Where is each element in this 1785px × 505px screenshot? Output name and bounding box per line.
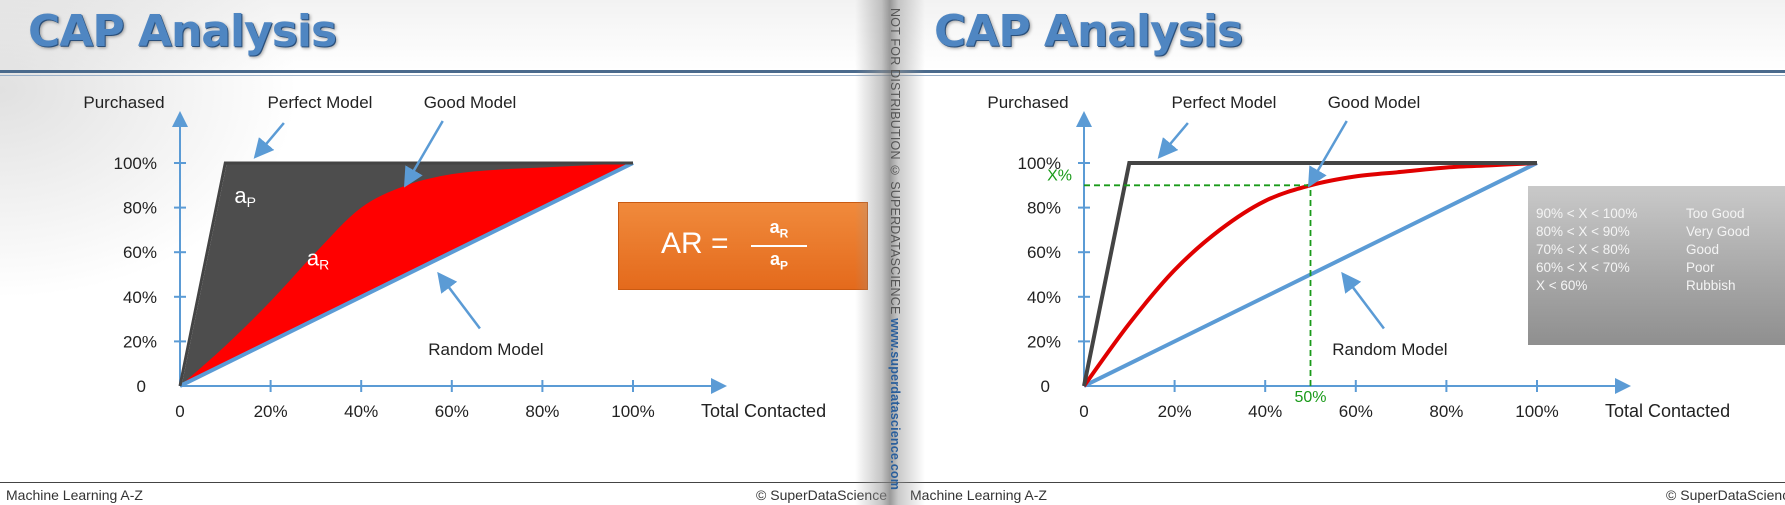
ar-formula-lhs: AR = [661, 227, 729, 260]
footer-rule [890, 482, 1785, 483]
x-tick-label: 60% [435, 402, 469, 421]
y-tick-label: 40% [123, 288, 157, 307]
x-tick-label: 80% [525, 402, 559, 421]
title-rule [890, 70, 1785, 73]
annotation-label: Perfect Model [1172, 93, 1277, 112]
annotation-arrow [253, 122, 285, 159]
x-axis-label: Total Contacted [701, 401, 826, 421]
y-tick-label: 20% [1027, 332, 1061, 351]
annotation-label: Random Model [1332, 340, 1447, 359]
series-random-model [179, 161, 634, 388]
annotation-label: Perfect Model [268, 93, 373, 112]
grade-range: 70% < X < 80% [1536, 242, 1630, 257]
watermark: NOT FOR DISTRIBUTION © SUPERDATASCIENCE … [882, 8, 902, 505]
grade-range: 80% < X < 90% [1536, 224, 1630, 239]
y-tick-label: 0 [1041, 377, 1050, 396]
slide-left: CAP Analysis AR = aR aP Machine Learning… [0, 0, 895, 505]
annotation-arrow [437, 271, 481, 330]
series-perfect-model [1082, 161, 1537, 387]
y-tick-label: 40% [1027, 288, 1061, 307]
ar-fraction-bar [751, 245, 807, 247]
grade-label: Very Good [1686, 224, 1750, 239]
grade-range: X < 60% [1536, 278, 1588, 293]
cap-chart-left: 0 20% 40% 60% 80% 100% 0 20% 40% 60% 80% 100% Purcha… [83, 93, 826, 421]
annotation-label: Good Model [424, 93, 517, 112]
annotation-arrow [1341, 271, 1385, 330]
ar-formula-numerator: aR [769, 217, 789, 241]
annotation-label: Random Model [428, 340, 543, 359]
reference-y-label: X% [1047, 167, 1072, 184]
grade-label: Rubbish [1686, 278, 1736, 293]
x-tick-label: 0 [175, 402, 184, 421]
x-tick-label: 80% [1429, 402, 1463, 421]
reference-x-label: 50% [1294, 389, 1326, 406]
x-tick-label: 20% [254, 402, 288, 421]
x-axis-label: Total Contacted [1605, 401, 1730, 421]
footer-copyright: © SuperDataScience [756, 487, 887, 503]
y-axis-label: Purchased [83, 93, 164, 112]
accuracy-grade-table: 90% < X < 100% Too Good 80% < X < 90% Ve… [1528, 186, 1785, 345]
watermark-site: www.superdatascience.com [888, 318, 902, 491]
footer-course: Machine Learning A-Z [6, 487, 143, 503]
y-tick-label: 80% [1027, 199, 1061, 218]
y-axis-label: Purchased [987, 93, 1068, 112]
y-tick-label: 60% [123, 243, 157, 262]
x-tick-label: 100% [1515, 402, 1558, 421]
slide-title: CAP Analysis [28, 6, 337, 57]
ar-formula-box: AR = aR aP [618, 202, 868, 290]
footer-copyright: © SuperDataScience [1666, 487, 1785, 503]
y-tick-label: 100% [1018, 154, 1061, 173]
grade-label: Poor [1686, 260, 1715, 275]
grade-range: 90% < X < 100% [1536, 206, 1638, 221]
title-rule-thin [0, 75, 895, 76]
y-tick-label: 60% [1027, 243, 1061, 262]
x-tick-label: 0 [1079, 402, 1088, 421]
title-rule [0, 70, 895, 73]
grade-range: 60% < X < 70% [1536, 260, 1630, 275]
y-tick-label: 20% [123, 332, 157, 351]
annotation-arrow [403, 120, 444, 188]
grade-label: Good [1686, 242, 1720, 257]
x-tick-label: 40% [1248, 402, 1282, 421]
x-tick-label: 20% [1158, 402, 1192, 421]
y-tick-label: 0 [137, 377, 146, 396]
y-tick-label: 100% [114, 154, 157, 173]
watermark-text: NOT FOR DISTRIBUTION © SUPERDATASCIENCE [888, 8, 902, 315]
series-perfect-model [178, 161, 633, 387]
footer-rule [0, 482, 895, 483]
slide-title: CAP Analysis [934, 6, 1243, 57]
y-tick-label: 80% [123, 199, 157, 218]
ar-formula-denominator: aP [769, 249, 789, 273]
x-tick-label: 60% [1339, 402, 1373, 421]
title-rule-thin [890, 75, 1785, 76]
book-gutter-shadow [855, 0, 925, 505]
footer-course: Machine Learning A-Z [910, 487, 1047, 503]
x-tick-label: 100% [611, 402, 654, 421]
grade-label: Too Good [1686, 206, 1745, 221]
annotation-arrow [1307, 120, 1348, 188]
annotation-label: Good Model [1328, 93, 1421, 112]
annotation-arrow [1157, 122, 1189, 159]
x-tick-label: 40% [344, 402, 378, 421]
